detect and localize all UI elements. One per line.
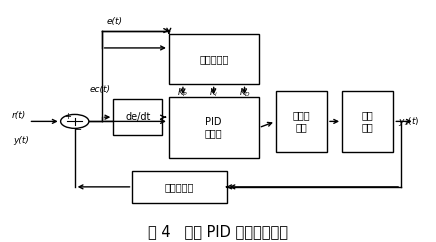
Text: de/dt: de/dt (125, 112, 150, 122)
Circle shape (61, 114, 89, 128)
Bar (133, 171, 227, 203)
Text: $K_P$: $K_P$ (177, 87, 188, 99)
Text: $y_1(t)$: $y_1(t)$ (399, 115, 420, 128)
Text: PID
控制器: PID 控制器 (205, 117, 222, 138)
Text: 称重传感器: 称重传感器 (165, 182, 194, 192)
Text: 模糊控制器: 模糊控制器 (199, 54, 228, 64)
Text: −: − (74, 125, 82, 135)
Text: $K_i$: $K_i$ (209, 87, 218, 99)
Text: r(t): r(t) (12, 111, 26, 120)
Text: +: + (64, 112, 71, 121)
Bar (342, 91, 393, 152)
Text: e(t): e(t) (107, 17, 123, 26)
Text: $K_D$: $K_D$ (238, 87, 250, 99)
Text: ec(t): ec(t) (90, 85, 111, 94)
Text: 称重
料斗: 称重 料斗 (362, 111, 374, 132)
Bar (276, 91, 327, 152)
Bar (169, 34, 259, 84)
Text: 图 4   模糊 PID 称重控制系统: 图 4 模糊 PID 称重控制系统 (148, 224, 288, 239)
Text: y(t): y(t) (14, 136, 30, 145)
Bar (113, 99, 162, 135)
Text: 精给料
阀门: 精给料 阀门 (293, 111, 310, 132)
Bar (169, 97, 259, 158)
